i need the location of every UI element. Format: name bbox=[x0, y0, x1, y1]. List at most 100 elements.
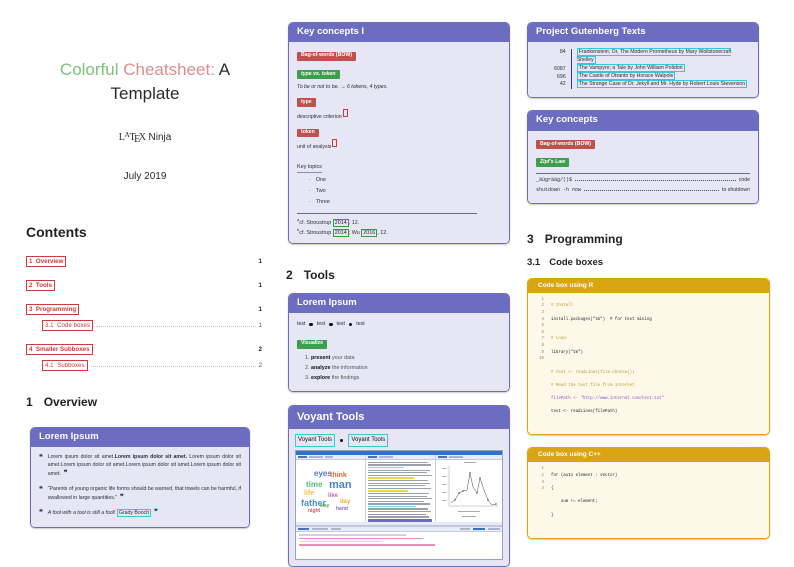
code-listing-r[interactable]: 1 2 3 4 5 6 7 8 9 10 # Install install.packages("… bbox=[528, 293, 769, 435]
citation-year-link[interactable]: 2014 bbox=[332, 229, 349, 238]
chip-token: token bbox=[297, 128, 319, 138]
type-token-example: To be or not to be. → 6 tokens, 4 types. bbox=[297, 83, 388, 90]
table-vertical-rule bbox=[570, 49, 572, 90]
book-link[interactable]: The Castle of Otranto by Horace Walpole bbox=[576, 71, 676, 80]
toc-entry-overview[interactable]: 1 Overview 1 bbox=[26, 256, 262, 267]
pane-header bbox=[296, 526, 502, 533]
book-link[interactable]: The Vampyre; a Tale by John William Poli… bbox=[576, 64, 685, 73]
toc-link[interactable]: 3.1 Code boxes bbox=[42, 320, 94, 331]
voyant-screenshot: eyes think man time life father like day… bbox=[295, 449, 503, 560]
voyant-panes: eyes think man time life father like day… bbox=[296, 454, 502, 522]
voyant-tab-right[interactable]: Voyant Tools bbox=[348, 434, 389, 447]
overview-lorem-box: Lorem Ipsum ❝ Lorem ipsum dolor sit amet… bbox=[30, 427, 250, 529]
book-link[interactable]: The Strange Case of Dr. Jekyll and Mr. H… bbox=[576, 79, 748, 88]
voyant-tab-left[interactable]: Voyant Tools bbox=[295, 434, 335, 447]
quote-text: “Parents of young organic life forms sho… bbox=[47, 485, 241, 501]
list-item: present your data bbox=[311, 353, 501, 363]
toc-link[interactable]: 3 Programming bbox=[26, 304, 80, 315]
reader-text bbox=[366, 459, 435, 522]
toc-link[interactable]: 1 Overview bbox=[26, 256, 67, 267]
code-line: # Load bbox=[551, 337, 566, 342]
toc-entry-smaller-subboxes[interactable]: 4 Smaller Subboxes 2 bbox=[26, 344, 262, 355]
column-right: Project Gutenberg Texts 84 6087 696 42 F… bbox=[527, 0, 783, 539]
toc-entry-tools[interactable]: 2 Tools 1 bbox=[26, 280, 262, 291]
book-link[interactable]: Frankenstein; Or, The Modern Prometheus … bbox=[576, 48, 732, 65]
pane-header bbox=[366, 454, 435, 460]
title-word-colorful: Colorful bbox=[59, 60, 119, 79]
table-row[interactable]: The Strange Case of Dr. Jekyll and Mr. H… bbox=[576, 79, 750, 89]
bullet-dot-icon bbox=[339, 438, 344, 443]
list-item: analyze the information bbox=[311, 363, 501, 373]
tools-lorem-box: Lorem Ipsum test test test test Visualiz… bbox=[288, 292, 510, 393]
citation-marker-icon[interactable] bbox=[332, 139, 338, 148]
column-middle: Key concepts I Bag-of-words (BOW) type v… bbox=[286, 0, 510, 567]
subsection-label: Code boxes bbox=[549, 256, 604, 268]
citation-link[interactable]: Grady Booch bbox=[116, 509, 152, 518]
contents-heading: Contents bbox=[26, 224, 87, 240]
quote-open-icon: ❝ bbox=[39, 485, 43, 493]
box-title: Code box using C++ bbox=[528, 448, 769, 463]
cloud-word: man bbox=[329, 478, 352, 491]
quote-open-icon: ❝ bbox=[39, 509, 43, 517]
toc-page: 2 bbox=[258, 362, 262, 369]
app-title-bar bbox=[296, 450, 502, 455]
table-row[interactable]: Frankenstein; Or, The Modern Prometheus … bbox=[576, 48, 750, 65]
definition-row: shutdown -h now to shutdown bbox=[536, 186, 750, 195]
quote-text: Lorem ipsum dolor sit amet.Lorem ipsum d… bbox=[47, 454, 241, 478]
citation-year-link[interactable]: 2016 bbox=[361, 229, 378, 238]
code-line: sum += element; bbox=[551, 500, 598, 505]
table-cell-id: 84 bbox=[559, 49, 566, 56]
box-body: ❝ Lorem ipsum dolor sit amet.Lorem ipsum… bbox=[31, 447, 249, 528]
toc-link[interactable]: 4.1 Subboxes bbox=[42, 360, 88, 371]
toc-entry-programming[interactable]: 3 Programming 1 bbox=[26, 304, 262, 315]
tools-steps-list: present your data analyze the informatio… bbox=[311, 353, 501, 384]
toc-entry-subboxes[interactable]: 4.1 Subboxes 2 bbox=[42, 360, 262, 371]
list-item: One bbox=[309, 176, 501, 184]
quote-open-icon: ❝ bbox=[39, 454, 43, 462]
citation-marker-icon[interactable] bbox=[342, 109, 348, 118]
document-date: July 2019 bbox=[123, 171, 167, 182]
definition-value: code bbox=[738, 177, 750, 183]
inline-item: test bbox=[316, 321, 326, 328]
quote-close-icon: ❞ bbox=[119, 493, 124, 501]
table-cell-id: 6087 bbox=[554, 65, 566, 72]
subsection-number: 3.1 bbox=[527, 256, 541, 268]
title-word-a: A bbox=[218, 60, 231, 79]
key-concepts-2-box: Key concepts Bag-of-words (BOW) Zipf's L… bbox=[527, 110, 759, 204]
cloud-word: day bbox=[340, 498, 351, 505]
chip-bag-of-words: Bag-of-words (BOW) bbox=[536, 140, 596, 149]
cloud-word: hand bbox=[336, 505, 348, 512]
chip-zipfs-law: Zipf's Law bbox=[536, 158, 570, 167]
chip-visualize: Visualize bbox=[297, 339, 328, 349]
pane-trends-graph bbox=[436, 454, 502, 522]
column-left: Colorful Cheatsheet: A Template LATEX Ni… bbox=[14, 0, 276, 529]
toc-leader bbox=[69, 262, 255, 263]
latex-logo: LATEX bbox=[118, 130, 146, 145]
code-lines: # Install install.packages("tm") # for t… bbox=[551, 297, 664, 430]
toc-page: 1 bbox=[258, 322, 262, 329]
section-number: 2 bbox=[286, 267, 293, 282]
inline-item: test bbox=[356, 321, 365, 328]
table-row[interactable]: The Castle of Otranto by Horace Walpole bbox=[576, 71, 750, 81]
voyant-tab-row: Voyant Tools Voyant Tools bbox=[295, 434, 503, 447]
citation-year-link[interactable]: 2014 bbox=[332, 218, 349, 227]
code-box-r: Code box using R 1 2 3 4 5 6 7 8 9 10 # Install i… bbox=[527, 277, 770, 436]
cloud-word: life bbox=[304, 489, 315, 497]
list-item: explore the findings bbox=[311, 373, 501, 383]
table-row[interactable]: The Vampyre; a Tale by John William Poli… bbox=[576, 64, 750, 73]
code-line: } bbox=[551, 513, 554, 518]
cloud-word: father bbox=[301, 497, 327, 508]
code-line: library("tm") bbox=[551, 350, 583, 355]
box-title: Key concepts bbox=[528, 111, 758, 131]
title-line2: Template bbox=[110, 84, 180, 103]
footnote-rule bbox=[297, 213, 477, 214]
inline-item: test bbox=[336, 321, 345, 328]
toc-link[interactable]: 2 Tools bbox=[26, 280, 55, 291]
cloud-word: eyes bbox=[314, 468, 332, 478]
toc-link[interactable]: 4 Smaller Subboxes bbox=[26, 344, 93, 355]
toc-entry-code-boxes[interactable]: 3.1 Code boxes 1 bbox=[42, 320, 262, 331]
section-heading-programming: 3 Programming bbox=[527, 232, 783, 246]
author-name: Ninja bbox=[148, 132, 172, 143]
